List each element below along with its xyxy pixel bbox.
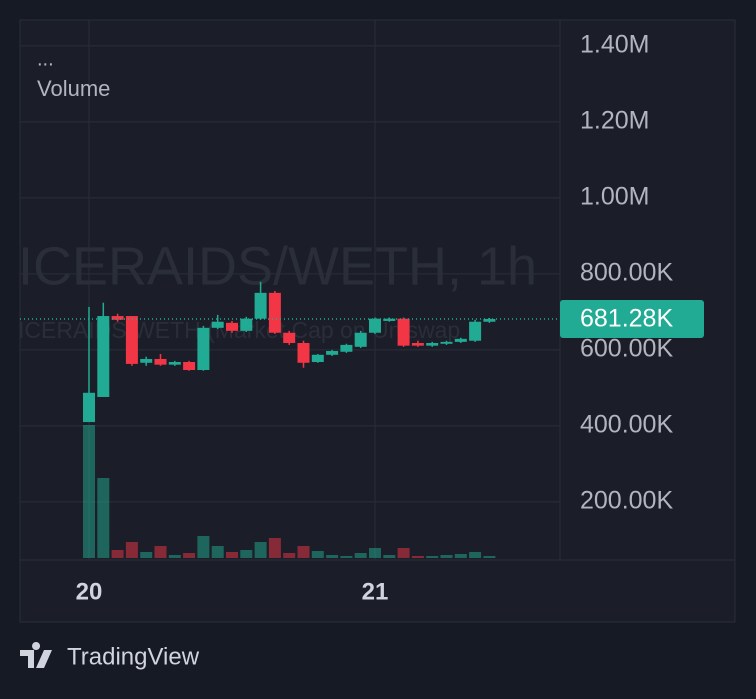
watermark-subtitle: ICERAIDS/WETH (Market Cap on Uniswap <box>18 317 460 343</box>
last-price-box <box>560 299 704 338</box>
candle-body <box>311 354 324 363</box>
volume-bar <box>254 542 267 558</box>
candle-body <box>140 358 153 363</box>
volume-bar <box>483 556 496 558</box>
candle-body <box>454 338 467 342</box>
watermark: ICERAIDS/WETH, 1h <box>18 236 537 296</box>
candle-body <box>211 321 224 328</box>
candle-body <box>297 343 310 363</box>
volume-bar <box>397 548 410 558</box>
candle-body <box>197 327 210 370</box>
volume-bar <box>383 555 396 558</box>
candle-body <box>397 318 410 346</box>
candle-body <box>354 332 367 347</box>
volume-bar <box>83 425 95 558</box>
candle-body <box>97 316 110 397</box>
candle-body <box>326 350 339 355</box>
volume-bar <box>454 554 467 558</box>
volume-bar <box>297 546 310 558</box>
x-tick-label: 20 <box>76 578 103 605</box>
candle-body <box>183 362 196 370</box>
candle-body <box>383 318 396 321</box>
legend-volume: Volume <box>37 76 110 101</box>
volume-bar <box>154 546 167 558</box>
y-tick-label: 400.00K <box>580 410 673 438</box>
y-tick-label: 600.00K <box>580 334 673 362</box>
last-price-label: 681.28K <box>580 305 673 333</box>
candle-body <box>125 316 138 364</box>
volume-bar <box>426 556 439 558</box>
candle-body <box>440 341 453 344</box>
candle-body <box>111 316 124 320</box>
candle-body <box>240 318 253 331</box>
candle-body <box>83 392 95 423</box>
candle-body <box>283 332 296 344</box>
volume-bar <box>183 553 196 558</box>
volume-bar <box>197 536 210 558</box>
volume-bar <box>440 555 453 558</box>
volume-bar <box>326 555 339 558</box>
volume-bar <box>469 552 482 558</box>
tradingview-logo <box>20 642 52 668</box>
candle-body <box>426 343 439 346</box>
volume-bar <box>369 548 381 558</box>
candle-body <box>340 344 353 352</box>
volume-bar <box>340 556 353 558</box>
y-tick-label: 200.00K <box>580 486 673 514</box>
volume-bar <box>125 542 138 558</box>
legend-dots[interactable]: ... <box>37 48 54 70</box>
candle-body <box>168 362 181 365</box>
y-tick-label: 1.20M <box>580 106 649 134</box>
candle-body <box>369 318 381 333</box>
candle-body <box>411 343 424 346</box>
y-tick-label: 800.00K <box>580 258 673 286</box>
candle-body <box>483 318 496 322</box>
candle-body <box>154 358 167 365</box>
brand[interactable]: TradingView <box>67 643 200 670</box>
volume-bar <box>354 553 367 558</box>
volume-bar <box>97 478 110 558</box>
volume-bar <box>140 552 153 558</box>
volume-bar <box>226 552 238 558</box>
volume-bar <box>311 551 324 558</box>
candle-body <box>469 321 482 341</box>
y-tick-label: 1.00M <box>580 182 649 210</box>
volume-bar <box>283 553 296 558</box>
volume-bar <box>168 555 181 558</box>
x-tick-label: 21 <box>362 578 389 605</box>
candle-body <box>226 322 238 331</box>
volume-bar <box>268 538 281 558</box>
volume-bar <box>411 556 424 558</box>
volume-bar <box>111 550 124 558</box>
volume-bar <box>240 550 253 558</box>
candle-body <box>254 292 267 319</box>
volume-bar <box>211 546 224 558</box>
y-tick-label: 1.40M <box>580 30 649 58</box>
candle-body <box>268 292 281 333</box>
